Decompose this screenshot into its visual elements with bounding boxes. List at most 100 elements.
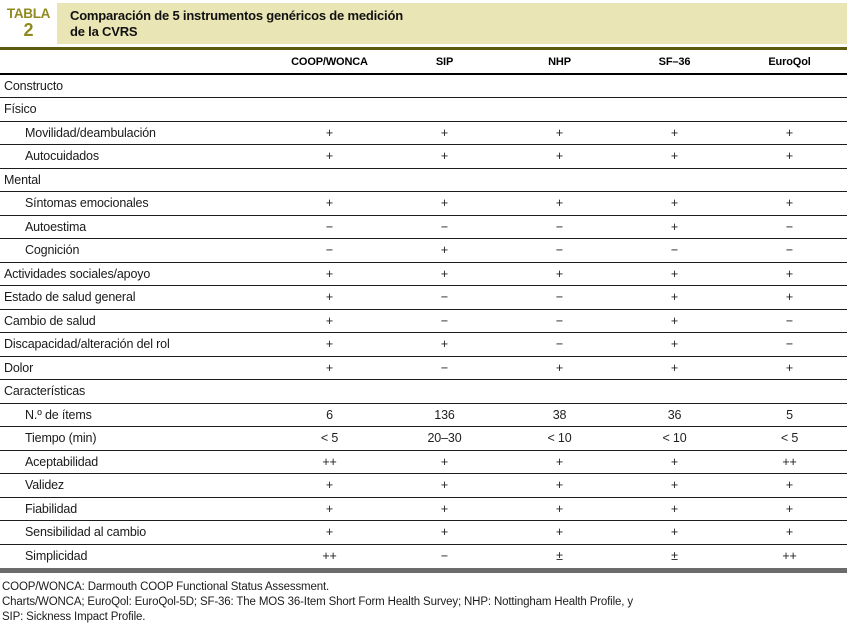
cell-value: +: [785, 501, 794, 516]
cell-value: +: [555, 525, 564, 540]
cell-value: [387, 98, 502, 122]
row-label: Físico: [4, 102, 37, 117]
table-badge-number: 2: [23, 20, 34, 41]
cell-value: +: [440, 525, 449, 540]
cell-value: −: [325, 243, 334, 258]
table-row: Aceptabilidad ++ + + + ++: [0, 450, 847, 474]
cell-value: [387, 74, 502, 98]
cell-value: −: [440, 549, 449, 563]
cell-value: [617, 98, 732, 122]
row-label: Tiempo (min): [25, 431, 97, 446]
table-row: Cambio de salud + − − + −: [0, 309, 847, 333]
figure-header: TABLA 2 Comparación de 5 instrumentos ge…: [0, 3, 847, 44]
cell-value: +: [670, 360, 679, 375]
table-title-line2: de la CVRS: [70, 23, 138, 39]
cell-value: +: [440, 125, 449, 140]
cell-value: 38: [552, 407, 567, 422]
cell-value: +: [785, 149, 794, 164]
cell-value: [732, 98, 847, 122]
table-row: Actividades sociales/apoyo + + + + +: [0, 262, 847, 286]
row-label: Cognición: [25, 243, 80, 258]
row-label: Dolor: [4, 360, 34, 375]
cell-value: [732, 168, 847, 192]
cell-value: +: [325, 337, 334, 352]
cell-value: −: [440, 219, 449, 234]
cell-value: ++: [322, 549, 337, 563]
cell-value: +: [325, 290, 334, 305]
cell-value: [617, 74, 732, 98]
table-row: Estado de salud general + − − + +: [0, 286, 847, 309]
cell-value: +: [785, 196, 794, 211]
cell-value: +: [440, 266, 449, 281]
row-label: Discapacidad/alteración del rol: [4, 337, 170, 352]
cell-value: 5: [786, 407, 793, 422]
cell-value: +: [785, 478, 794, 493]
cell-value: 136: [434, 407, 455, 422]
row-label: Constructo: [4, 79, 63, 93]
footnote-line: COOP/WONCA: Darmouth COOP Functional Sta…: [2, 580, 330, 593]
table-body: Constructo Físico Movilidad/deambulación + +…: [0, 74, 847, 568]
cell-value: +: [325, 501, 334, 516]
column-header-coop-wonca: COOP/WONCA: [291, 56, 368, 68]
footnote-line: SIP: Sickness Impact Profile.: [2, 610, 146, 623]
cell-value: +: [670, 266, 679, 281]
row-label: Autocuidados: [25, 149, 99, 164]
cell-value: < 5: [780, 431, 799, 446]
table-number-badge: TABLA 2: [0, 3, 57, 44]
cell-value: [617, 168, 732, 192]
table-row: Síntomas emocionales + + + + +: [0, 192, 847, 215]
cell-value: +: [555, 125, 564, 140]
cell-value: +: [670, 290, 679, 305]
cell-value: +: [785, 266, 794, 281]
cell-value: +: [555, 478, 564, 493]
cell-value: [502, 98, 617, 122]
cell-value: +: [440, 149, 449, 164]
cell-value: +: [670, 525, 679, 540]
table-row: Constructo: [0, 74, 847, 98]
cell-value: < 10: [662, 431, 687, 446]
column-header-row: COOP/WONCA SIP NHP SF–36 EuroQol: [0, 50, 847, 74]
cell-value: +: [325, 360, 334, 375]
cell-value: +: [325, 149, 334, 164]
cell-value: 20–30: [427, 431, 462, 446]
column-header-empty: [0, 50, 272, 74]
cell-value: +: [670, 337, 679, 352]
cell-value: [732, 380, 847, 404]
cell-value: +: [440, 501, 449, 516]
cell-value: ++: [322, 454, 337, 469]
table-bottom-rule: [0, 567, 847, 573]
cell-value: ±: [671, 549, 678, 563]
cell-value: −: [785, 337, 794, 352]
row-label: Autoestima: [25, 219, 87, 234]
cell-value: +: [440, 478, 449, 493]
cell-value: +: [670, 478, 679, 493]
cell-value: +: [670, 125, 679, 140]
cell-value: [502, 168, 617, 192]
cell-value: −: [555, 313, 564, 328]
row-label: Estado de salud general: [4, 290, 136, 305]
cell-value: +: [440, 196, 449, 211]
row-label: Validez: [25, 478, 65, 493]
cell-value: +: [325, 266, 334, 281]
row-label: Características: [4, 384, 86, 399]
row-label: Fiabilidad: [25, 501, 78, 516]
cell-value: +: [785, 525, 794, 540]
cell-value: +: [325, 525, 334, 540]
table-row: Físico: [0, 98, 847, 122]
row-label: Sensibilidad al cambio: [25, 525, 147, 540]
row-label: Aceptabilidad: [25, 454, 99, 469]
cell-value: −: [670, 243, 679, 258]
cell-value: −: [325, 219, 334, 234]
cell-value: +: [555, 196, 564, 211]
cell-value: −: [785, 219, 794, 234]
cell-value: [272, 380, 387, 404]
cell-value: +: [325, 125, 334, 140]
cell-value: −: [440, 290, 449, 305]
table-row: Validez + + + + +: [0, 474, 847, 497]
cell-value: +: [670, 501, 679, 516]
cell-value: 6: [326, 407, 333, 422]
table-figure: TABLA 2 Comparación de 5 instrumentos ge…: [0, 3, 847, 632]
row-label: Cambio de salud: [4, 313, 96, 328]
table-row: Dolor + − + + +: [0, 356, 847, 380]
cell-value: 36: [667, 407, 682, 422]
